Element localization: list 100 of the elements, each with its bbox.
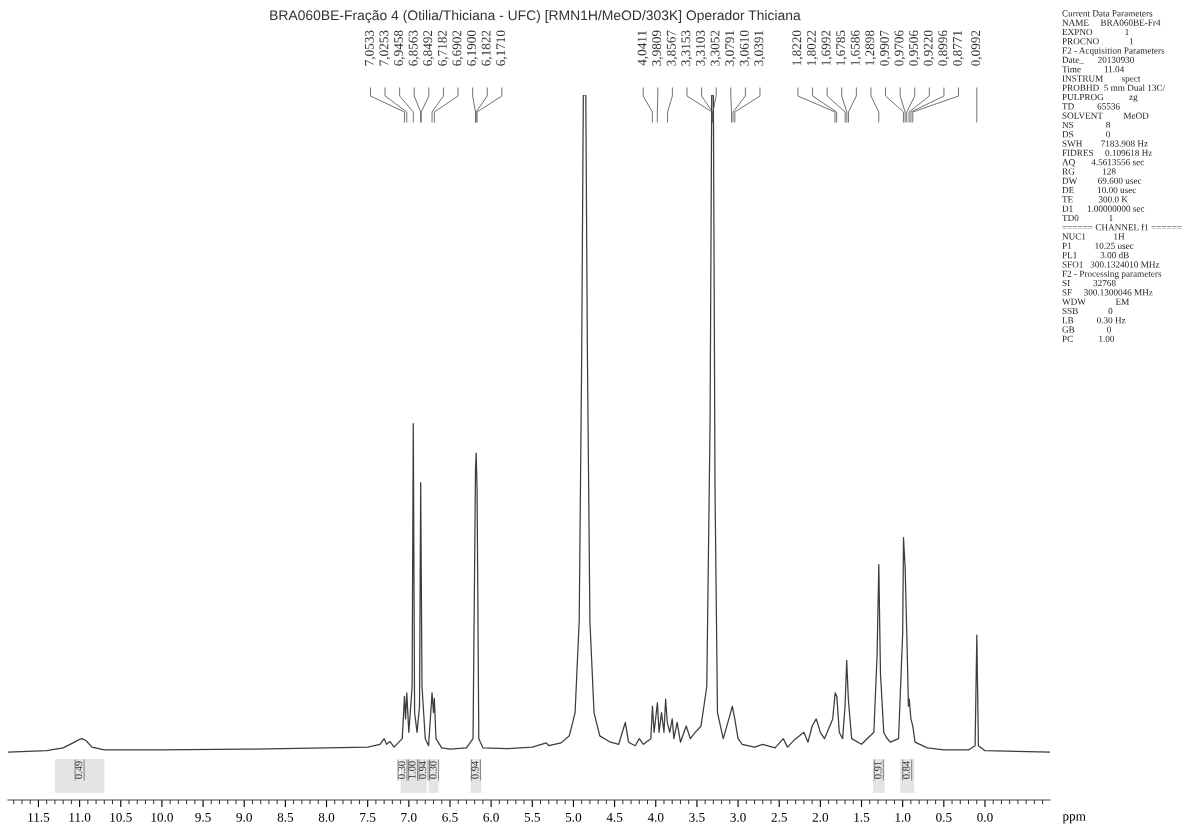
x-tick-label: 5.5 [524, 813, 541, 822]
band-label: 0.84 [902, 761, 910, 779]
text: INSTRUM spect [1062, 75, 1141, 84]
x-tick-label: 9.0 [236, 812, 252, 822]
text: 6,1822 [481, 30, 493, 66]
text: 6,7182 [437, 30, 449, 66]
text: 1,6992 [821, 30, 833, 66]
x-tick-label: 8.0 [318, 812, 335, 822]
text: NAME BRA060BE-Fr4 [1062, 19, 1161, 26]
text: 6,9458 [394, 30, 405, 66]
text: FIDRES 0.109618 Hz [1062, 149, 1153, 156]
text: 3,0791 [725, 30, 736, 66]
text: 0,9706 [894, 30, 906, 66]
x-tick-label: 10.0 [151, 812, 173, 822]
band-label: 0.91 [874, 761, 882, 779]
text: RG 128 [1062, 168, 1116, 175]
text: TE 300.0 K [1062, 196, 1128, 203]
text: 6,8563 [408, 30, 420, 66]
band-label: 0.30 [429, 761, 437, 779]
text: SI 32768 [1062, 279, 1116, 287]
x-tick-label: 11.0 [69, 812, 91, 822]
x-tick-label: 8.5 [277, 812, 294, 822]
text: 3,8567 [666, 30, 678, 66]
text: Current Data Parameters [1062, 10, 1153, 17]
x-tick-label: 3.0 [730, 812, 746, 822]
text: 0,8996 [938, 30, 950, 66]
text: EXPNO 1 [1062, 28, 1129, 36]
text: SFO1 300.1324010 MHz [1062, 261, 1160, 268]
x-tick-label: 4.0 [647, 812, 664, 822]
x-tick-label: 1.0 [895, 812, 911, 822]
text: P1 10.25 usec [1062, 242, 1134, 249]
text: D1 1.00000000 sec [1062, 205, 1145, 212]
text: LB 0.30 Hz [1062, 317, 1126, 324]
text: NUC1 1H [1062, 233, 1125, 240]
text: TD0 1 [1062, 214, 1113, 222]
x-tick-label: 7.0 [401, 812, 417, 822]
band-label: 0.94 [471, 761, 479, 779]
x-tick-label: 0.5 [936, 812, 952, 822]
text: 1,8022 [806, 30, 818, 66]
text: PL1 3.00 dB [1062, 251, 1129, 259]
band-label: 1.00 [408, 761, 416, 779]
text: DS 0 [1062, 131, 1111, 138]
text: 0,9220 [923, 30, 935, 66]
x-tick-label: 7.5 [360, 813, 376, 822]
text: PROBHD 5 mm Dual 13C/ [1062, 84, 1166, 91]
text: PC 1.00 [1062, 335, 1115, 342]
x-tick-label: 1.5 [854, 812, 870, 822]
text: DE 10.00 usec [1062, 186, 1137, 194]
x-tick-label: 3.5 [689, 812, 705, 822]
chart-title: BRA060BE-Fração 4 (Otilia/Thiciana - UFC) [RMN1H/MeOD/303K] Operador Thiciana [270, 10, 801, 24]
text: SWH 7183.908 Hz [1062, 140, 1148, 147]
text: 4,0411 [637, 30, 649, 66]
x-axis-title: ppm [1062, 814, 1086, 824]
text: Date_ 20130930 [1062, 56, 1134, 65]
text: F2 - Acquisition Parameters [1062, 47, 1165, 56]
text: GB 0 [1062, 326, 1112, 333]
text: 0,9907 [879, 30, 891, 66]
text: F2 - Processing parameters [1062, 270, 1162, 279]
text: 3,0610 [739, 30, 751, 66]
text: 6,6902 [452, 30, 464, 66]
x-tick-label: 10.5 [110, 812, 132, 822]
text: NS 8 [1062, 121, 1111, 129]
text: PULPROG zg [1062, 93, 1138, 103]
text: 6,1900 [467, 30, 478, 66]
text: 1,6586 [850, 30, 862, 66]
text: 0,8771 [952, 30, 964, 66]
text: WDW EM [1062, 298, 1130, 305]
text: 0,0992 [971, 30, 983, 66]
text: 3,3052 [710, 30, 722, 66]
text: 1,8220 [792, 30, 804, 66]
x-tick-label: 6.0 [483, 812, 499, 822]
text: 3,3103 [695, 30, 707, 66]
x-tick-label: 11.5 [28, 812, 50, 822]
text: DW 69.600 usec [1062, 177, 1142, 184]
text: 7,0533 [364, 30, 376, 66]
x-tick-label: 4.5 [606, 812, 623, 822]
x-tick-label: 0.0 [977, 812, 993, 822]
text: 3,3153 [681, 30, 693, 66]
x-tick-label: 2.5 [771, 812, 787, 822]
text: AQ 4.5613556 sec [1062, 159, 1144, 167]
text: PROCNO 1 [1062, 38, 1134, 45]
text: TD 65536 [1062, 103, 1120, 110]
text: SSB 0 [1062, 307, 1113, 315]
text: 1,2898 [865, 30, 877, 66]
text: 6,8492 [423, 30, 435, 66]
text: 0,9506 [909, 30, 920, 66]
text: 1,6785 [836, 30, 847, 66]
text: 3,0391 [754, 30, 766, 66]
text: SF 300.1300046 MHz [1062, 289, 1153, 296]
text: SOLVENT MeOD [1062, 112, 1149, 119]
text: 7,0253 [379, 30, 391, 66]
text: Time 11.04 [1062, 66, 1125, 73]
x-tick-label: 6.5 [442, 812, 458, 822]
x-tick-label: 9.5 [195, 812, 211, 822]
x-tick-label: 2.0 [812, 812, 829, 822]
x-tick-label: 5.0 [565, 812, 582, 822]
band-label: 0.94 [419, 761, 427, 779]
text: ====== CHANNEL f1 ====== [1062, 223, 1182, 231]
band-label: 0.49 [75, 761, 83, 779]
text: 3,9809 [652, 30, 663, 66]
